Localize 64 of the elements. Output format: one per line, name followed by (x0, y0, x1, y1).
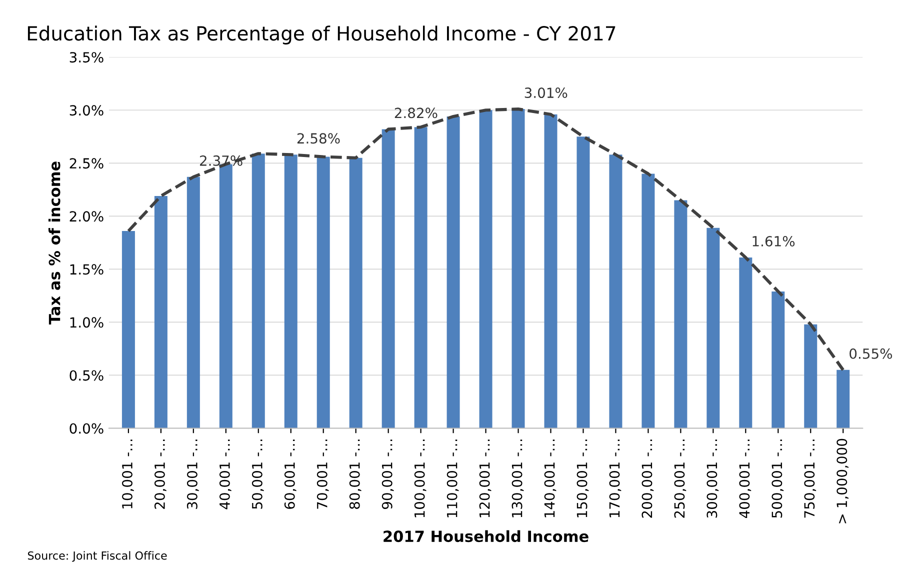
y-tick-label: 0.0% (70, 423, 104, 434)
x-axis-title: 2017 Household Income (384, 530, 588, 542)
x-tick-label: 40,001 -… (219, 440, 232, 510)
x-tick-label: 50,001 -… (252, 440, 264, 509)
source-note: Source: Joint Fiscal Office (28, 551, 167, 562)
x-tick-label: 110,001 -… (446, 440, 459, 518)
bar (836, 370, 850, 428)
data-label: 3.01% (524, 88, 568, 98)
x-tick-label: 90,001 -… (382, 440, 394, 510)
x-tick-label: > 1,000,000 (836, 438, 849, 524)
x-tick-label: 250,001 -… (674, 440, 686, 518)
y-tick-label: 3.0% (70, 105, 104, 116)
bar (414, 127, 428, 428)
y-tick-label: 1.0% (70, 317, 104, 328)
y-tick-label: 0.5% (70, 370, 104, 381)
bar (642, 174, 655, 428)
bar (349, 158, 362, 428)
bar (479, 110, 492, 428)
x-tick-label: 750,001 -… (804, 440, 816, 518)
data-label: 2.82% (394, 108, 438, 118)
x-tick-label: 170,001 -… (609, 440, 622, 518)
x-tick-label: 30,001 -… (186, 440, 199, 509)
bar (544, 114, 558, 428)
bar (706, 228, 720, 428)
x-tick-label: 140,001 -… (544, 440, 556, 518)
bar (252, 154, 265, 428)
chart-title: Education Tax as Percentage of Household Income - CY 2017 (28, 26, 616, 44)
bar (284, 154, 298, 428)
x-tick-label: 130,001 -… (512, 440, 524, 518)
x-tick-label: 200,001 -… (642, 440, 654, 518)
bar (512, 109, 525, 428)
line-series (126, 108, 845, 372)
x-tick-label: 400,001 -… (739, 440, 752, 518)
bar (316, 156, 330, 428)
bar (804, 324, 818, 428)
y-axis-title: Tax as % of income (48, 162, 60, 324)
x-tick-label: 60,001 -… (284, 440, 296, 509)
bar (772, 291, 785, 428)
x-tick-label: 10,001 -… (122, 440, 134, 508)
x-tick-label: 80,001 -… (349, 440, 362, 509)
x-tick-label: 150,001 -… (576, 440, 589, 518)
bar (154, 196, 168, 428)
bar (219, 164, 232, 428)
y-tick-label: 1.5% (70, 264, 104, 275)
y-tick-label: 2.5% (70, 158, 104, 169)
bar (609, 154, 622, 428)
data-label: 0.55% (850, 348, 892, 359)
x-tick-label: 20,001 -… (154, 440, 166, 509)
x-tick-label: 70,001 -… (316, 440, 329, 509)
bar (122, 231, 135, 428)
x-tick-label: 120,001 -… (479, 440, 492, 518)
x-tick-label: 100,001 -… (414, 440, 426, 518)
y-tick-label: 2.0% (70, 211, 104, 222)
data-label: 2.58% (297, 133, 340, 144)
x-tick-label: 500,001 -… (772, 440, 784, 518)
bar (382, 129, 395, 428)
bar (186, 176, 200, 428)
y-tick-label: 3.5% (70, 52, 104, 63)
bar (674, 200, 688, 428)
bar (576, 136, 590, 428)
bar (446, 116, 460, 428)
bar (739, 258, 752, 428)
data-label: 1.61% (752, 236, 795, 246)
x-tick-label: 300,001 -… (706, 440, 719, 518)
